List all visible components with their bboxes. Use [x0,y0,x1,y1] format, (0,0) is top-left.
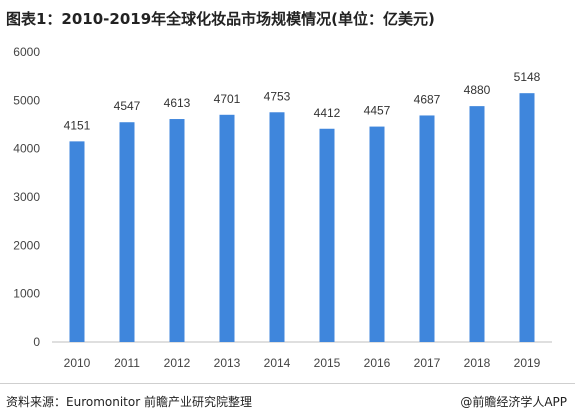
y-tick-label: 0 [33,335,40,349]
y-tick-label: 1000 [13,287,40,301]
bar-2014 [269,112,285,342]
data-labels-group: 4151 4547 4613 4701 4753 4412 4457 4687 4880 5148 [64,70,541,132]
bar-2018 [469,106,485,342]
data-label-2012: 4613 [164,96,191,110]
y-tick-label: 4000 [13,142,40,156]
x-axis: 2010 2011 2012 2013 2014 2015 2016 2017 2018 2019 [52,341,552,370]
data-label-2014: 4753 [264,89,291,103]
bar-2012 [169,119,185,342]
bar-2019 [519,93,535,343]
footer-divider [0,383,575,384]
data-label-2015: 4412 [314,106,341,120]
bar-2013 [219,114,235,342]
x-tick-label-2013: 2013 [214,356,241,370]
x-tick-label-2015: 2015 [314,356,341,370]
credit-note: @前瞻经济学人APP [460,395,567,409]
bar-2015 [319,128,335,342]
y-tick-label: 6000 [13,45,40,59]
data-label-2019: 5148 [514,70,541,84]
bars-group [69,93,535,343]
bar-2016 [369,126,385,342]
data-label-2017: 4687 [414,92,441,106]
data-label-2018: 4880 [464,83,491,97]
y-tick-label: 3000 [13,190,40,204]
x-tick-label-2018: 2018 [464,356,491,370]
data-label-2011: 4547 [114,99,141,113]
x-tick-label-2019: 2019 [514,356,541,370]
data-label-2016: 4457 [364,104,391,118]
x-tick-label-2017: 2017 [414,356,441,370]
data-label-2010: 4151 [64,118,91,132]
bar-2017 [419,115,435,342]
y-tick-label: 5000 [13,93,40,107]
x-tick-label-2016: 2016 [364,356,391,370]
source-note: 资料来源：Euromonitor 前瞻产业研究院整理 [6,395,252,409]
x-tick-label-2014: 2014 [264,356,291,370]
x-tick-label-2011: 2011 [114,356,140,370]
y-axis: 0 1000 2000 3000 4000 5000 6000 [13,45,40,349]
bar-2011 [119,122,135,342]
data-label-2013: 4701 [214,92,241,106]
x-tick-label-2012: 2012 [164,356,191,370]
x-tick-label-2010: 2010 [64,356,91,370]
bar-2010 [69,141,85,342]
y-tick-label: 2000 [13,238,40,252]
chart-title: 图表1：2010-2019年全球化妆品市场规模情况(单位：亿美元) [6,10,435,28]
